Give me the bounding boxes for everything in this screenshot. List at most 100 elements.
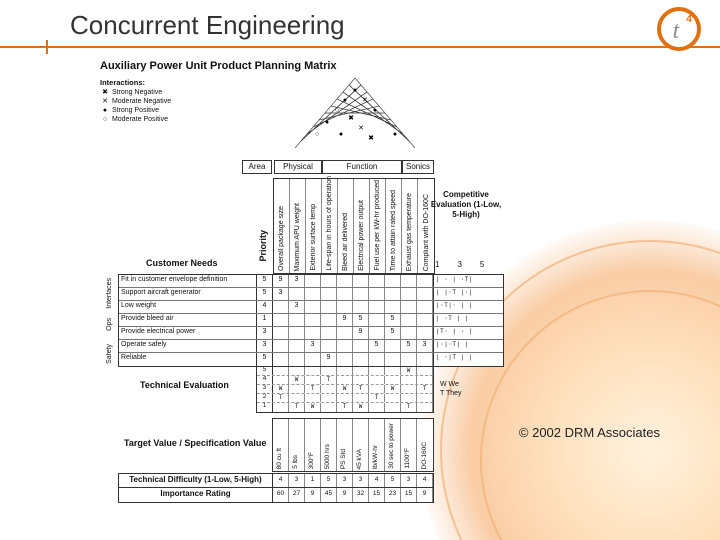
tech-eval-row: 4WT (257, 376, 433, 385)
target-value-cell: 5000 hrs (321, 419, 337, 471)
relationship-cell (321, 275, 337, 287)
svg-text:✕: ✕ (358, 125, 364, 132)
relationship-cell (401, 275, 417, 287)
customer-need-row: Low weight43|·T|· | | (119, 301, 503, 314)
relationship-cell (337, 275, 353, 287)
difficulty-row: Technical Difficulty (1-Low, 5-High) 431… (119, 474, 433, 488)
difficulty-cell: 5 (385, 474, 401, 487)
relationship-cell (369, 301, 385, 313)
svg-text:●: ● (339, 131, 343, 138)
tech-eval-cell (401, 385, 417, 393)
tech-eval-cell (353, 394, 369, 402)
tech-eval-cell (385, 367, 401, 375)
tech-eval-cell (337, 394, 353, 402)
area-sonics: Sonics (402, 160, 434, 174)
importance-cell: 27 (289, 488, 305, 502)
relationship-cell (337, 353, 353, 366)
matrix-title: Auxiliary Power Unit Product Planning Ma… (100, 60, 500, 72)
tech-eval-cell (369, 385, 385, 393)
priority-value: 5 (257, 275, 273, 287)
tech-eval-cell: T (273, 394, 289, 402)
svg-text:✖: ✖ (368, 135, 374, 142)
tech-eval-cell (321, 367, 337, 375)
target-value-cell: 30 sec to power (385, 419, 401, 471)
relationship-cell (273, 301, 289, 313)
target-value-cell: PS Std (337, 419, 353, 471)
relationship-cell (353, 353, 369, 366)
need-text: Support aircraft generator (119, 288, 257, 300)
relationship-cell (321, 314, 337, 326)
difficulty-cell: 4 (417, 474, 433, 487)
target-value-cell: 300°F (305, 419, 321, 471)
customer-need-row: Fit in customer envelope definition593| … (119, 275, 503, 288)
tech-eval-scale: 1 (257, 403, 273, 412)
engineering-characteristic: Bleed air delivered (338, 179, 354, 273)
competitive-plot: |·T|· | | (433, 301, 503, 313)
side-group-safety: Safety (106, 344, 113, 364)
relationship-cell: 3 (305, 340, 321, 352)
engineering-characteristic: Fuel use per kW-hr produced (370, 179, 386, 273)
relationship-cell: 5 (385, 314, 401, 326)
bottom-summary-rows: Technical Difficulty (1-Low, 5-High) 431… (118, 473, 434, 503)
relationship-cell: 3 (289, 275, 305, 287)
relationship-cell: 9 (321, 353, 337, 366)
tech-eval-row: 3WTWTWT (257, 385, 433, 394)
relationship-cell (369, 275, 385, 287)
engineering-characteristic: Electrical power output (354, 179, 370, 273)
tech-eval-cell: W (305, 403, 321, 412)
relationship-cell (289, 353, 305, 366)
relationship-cell (417, 314, 433, 326)
relationship-cell (369, 353, 385, 366)
svg-text:✕: ✕ (362, 97, 368, 104)
customer-need-row: Reliable59| ·|T | | (119, 353, 503, 366)
tech-eval-row: 2TT (257, 394, 433, 403)
relationship-cell (305, 288, 321, 300)
tech-eval-cell: T (337, 403, 353, 412)
tech-eval-scale: 5 (257, 367, 273, 375)
relationship-cell (353, 275, 369, 287)
competitive-eval-scale: 1 3 5 (435, 260, 484, 269)
need-text: Fit in customer envelope definition (119, 275, 257, 287)
difficulty-cell: 5 (321, 474, 337, 487)
relationship-cell (289, 340, 305, 352)
customer-needs-label: Customer Needs (146, 258, 218, 268)
roof-correlation-matrix: ●●✕ ○●✖ ●○✕ ○●● ✖ (295, 78, 415, 158)
importance-row: Importance Rating 60279459321523159 (119, 488, 433, 502)
relationship-cell: 5 (401, 340, 417, 352)
svg-text:○: ○ (385, 119, 389, 126)
priority-value: 5 (257, 288, 273, 300)
tech-eval-scale: 3 (257, 385, 273, 393)
customer-needs-matrix: Fit in customer envelope definition593| … (118, 274, 504, 367)
relationship-cell (273, 327, 289, 339)
area-function: Function (322, 160, 402, 174)
relationship-cell (321, 301, 337, 313)
tech-eval-cell: W (337, 385, 353, 393)
relationship-cell (305, 353, 321, 366)
importance-cell: 9 (305, 488, 321, 502)
need-text: Reliable (119, 353, 257, 366)
relationship-cell (337, 288, 353, 300)
relationship-cell (385, 288, 401, 300)
tech-eval-legend-item: T They (440, 389, 462, 398)
logo-badge: t 4 (656, 6, 702, 52)
tech-eval-cell (417, 367, 433, 375)
tech-eval-cell (353, 376, 369, 384)
tech-eval-cell (401, 394, 417, 402)
relationship-cell (417, 353, 433, 366)
relationship-cell (305, 327, 321, 339)
relationship-cell (401, 288, 417, 300)
relationship-cell (289, 327, 305, 339)
tech-eval-cell: W (401, 367, 417, 375)
competitive-plot: | · | ·T| (433, 275, 503, 287)
difficulty-cell: 1 (305, 474, 321, 487)
tech-eval-cell (305, 394, 321, 402)
relationship-cell: 5 (385, 327, 401, 339)
tech-eval-scale: 2 (257, 394, 273, 402)
relationship-cell (337, 340, 353, 352)
relationship-cell (321, 340, 337, 352)
target-value-label: Target Value / Specification Value (124, 438, 266, 448)
tech-eval-cell (273, 367, 289, 375)
target-value-cell: 1100°F (401, 419, 417, 471)
competitive-plot: | |·T |·| (433, 288, 503, 300)
tech-eval-cell (385, 403, 401, 412)
